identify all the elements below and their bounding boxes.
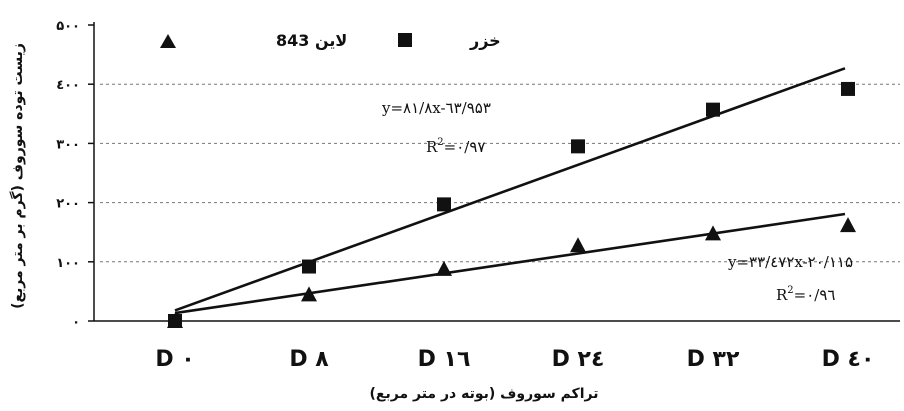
point-khazar bbox=[437, 197, 451, 212]
legend: لاین 843 خزر bbox=[160, 31, 501, 50]
x-tick-label: D ۱٦ bbox=[418, 347, 471, 372]
equation-text-khazar: y=۸۱/۸x-٦۳/۹۵۳ bbox=[381, 99, 491, 117]
point-line843 bbox=[570, 237, 586, 253]
y-tick-label: ٤۰۰ bbox=[56, 78, 80, 93]
point-line843 bbox=[840, 217, 856, 233]
x-tick-label: D ۸ bbox=[289, 347, 329, 372]
axes bbox=[88, 22, 900, 322]
trendlines bbox=[174, 67, 846, 315]
point-line843 bbox=[705, 225, 721, 241]
point-line843 bbox=[167, 313, 183, 328]
legend-label-khazar: خزر bbox=[469, 31, 501, 50]
point-line843 bbox=[301, 286, 317, 302]
trendline-khazar bbox=[174, 67, 846, 312]
legend-triangle-marker bbox=[160, 34, 176, 48]
point-khazar bbox=[706, 102, 720, 117]
equation-text-line843: y=۳۳/٤۷۲x-۲۰/۱۱۵ bbox=[727, 253, 853, 271]
point-line843 bbox=[436, 260, 452, 276]
x-tick-label: D ۰ bbox=[155, 347, 194, 372]
x-tick-label: D ٤۰ bbox=[822, 347, 875, 372]
x-tick-labels: D ۰ D ۸ D ۱٦ D ۲٤ D ۳۲ D ٤۰ bbox=[155, 347, 874, 372]
point-khazar bbox=[302, 259, 316, 274]
trendline-line843 bbox=[174, 212, 846, 315]
y-tick-label: ۲۰۰ bbox=[56, 197, 80, 212]
x-axis-title: تراکم سوروف (بوته در متر مربع) bbox=[370, 386, 599, 402]
y-tick-labels: ۰ ۱۰۰ ۲۰۰ ۳۰۰ ٤۰۰ ۵۰۰ bbox=[56, 19, 80, 330]
y-tick-label: ۰ bbox=[72, 315, 80, 330]
legend-square-marker bbox=[398, 33, 412, 47]
y-tick-label: ۳۰۰ bbox=[56, 137, 80, 152]
x-tick-label: D ۳۲ bbox=[687, 347, 740, 372]
r2-line843: R2=۰/۹٦ bbox=[776, 285, 835, 304]
equation-line843: y=۳۳/٤۷۲x-۲۰/۱۱۵ R2=۰/۹٦ bbox=[727, 253, 853, 304]
point-khazar bbox=[841, 81, 855, 96]
gridlines bbox=[100, 83, 900, 263]
equation-khazar: y=۸۱/۸x-٦۳/۹۵۳ R2=۰/۹۷ bbox=[381, 99, 491, 156]
y-axis-title: زیست توده سوروف (گرم بر متر مربع) bbox=[9, 43, 26, 309]
point-khazar bbox=[571, 139, 585, 154]
y-tick-label: ۵۰۰ bbox=[56, 19, 80, 34]
y-tick-label: ۱۰۰ bbox=[56, 256, 80, 271]
r2-khazar: R2=۰/۹۷ bbox=[426, 137, 485, 156]
legend-label-line843: لاین 843 bbox=[276, 31, 347, 50]
x-tick-label: D ۲٤ bbox=[552, 347, 605, 372]
data-points bbox=[167, 81, 856, 328]
